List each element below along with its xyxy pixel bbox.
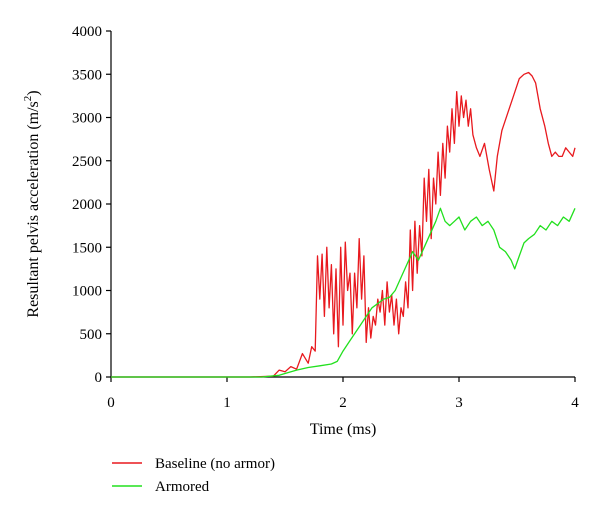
legend-label-baseline: Baseline (no armor) — [155, 456, 275, 472]
ticks: 0 500 1000 1500 2000 2500 3000 3500 4000 0 1 2 3 4 — [72, 24, 579, 411]
y-tick-label: 1500 — [72, 240, 102, 256]
series-layer — [111, 71, 576, 378]
series-line-armored — [111, 207, 576, 378]
legend-label-armored: Armored — [155, 479, 210, 495]
y-tick-label: 1000 — [72, 284, 102, 300]
x-tick-label: 2 — [339, 395, 347, 411]
y-axis-title-main: Resultant pelvis acceleration (m/s — [25, 101, 42, 317]
legend: Baseline (no armor) Armored — [112, 456, 275, 495]
y-tick-label: 3500 — [72, 67, 102, 83]
x-axis-title: Time (ms) — [310, 421, 377, 438]
y-axis-title-close: ) — [25, 90, 42, 95]
x-tick-label: 0 — [107, 395, 115, 411]
y-tick-label: 4000 — [72, 24, 102, 40]
x-tick-label: 3 — [455, 395, 463, 411]
y-tick-label: 2500 — [72, 154, 102, 170]
y-tick-label: 3000 — [72, 111, 102, 127]
x-tick-label: 1 — [223, 395, 231, 411]
series-line-baseline — [111, 71, 576, 378]
x-tick-label: 4 — [571, 395, 579, 411]
y-tick-label: 500 — [80, 327, 103, 343]
y-tick-label: 0 — [95, 370, 103, 386]
y-axis-title-superscript: 2 — [22, 96, 34, 102]
y-axis-title: Resultant pelvis acceleration (m/s2) — [22, 90, 42, 317]
y-tick-label: 2000 — [72, 197, 102, 213]
